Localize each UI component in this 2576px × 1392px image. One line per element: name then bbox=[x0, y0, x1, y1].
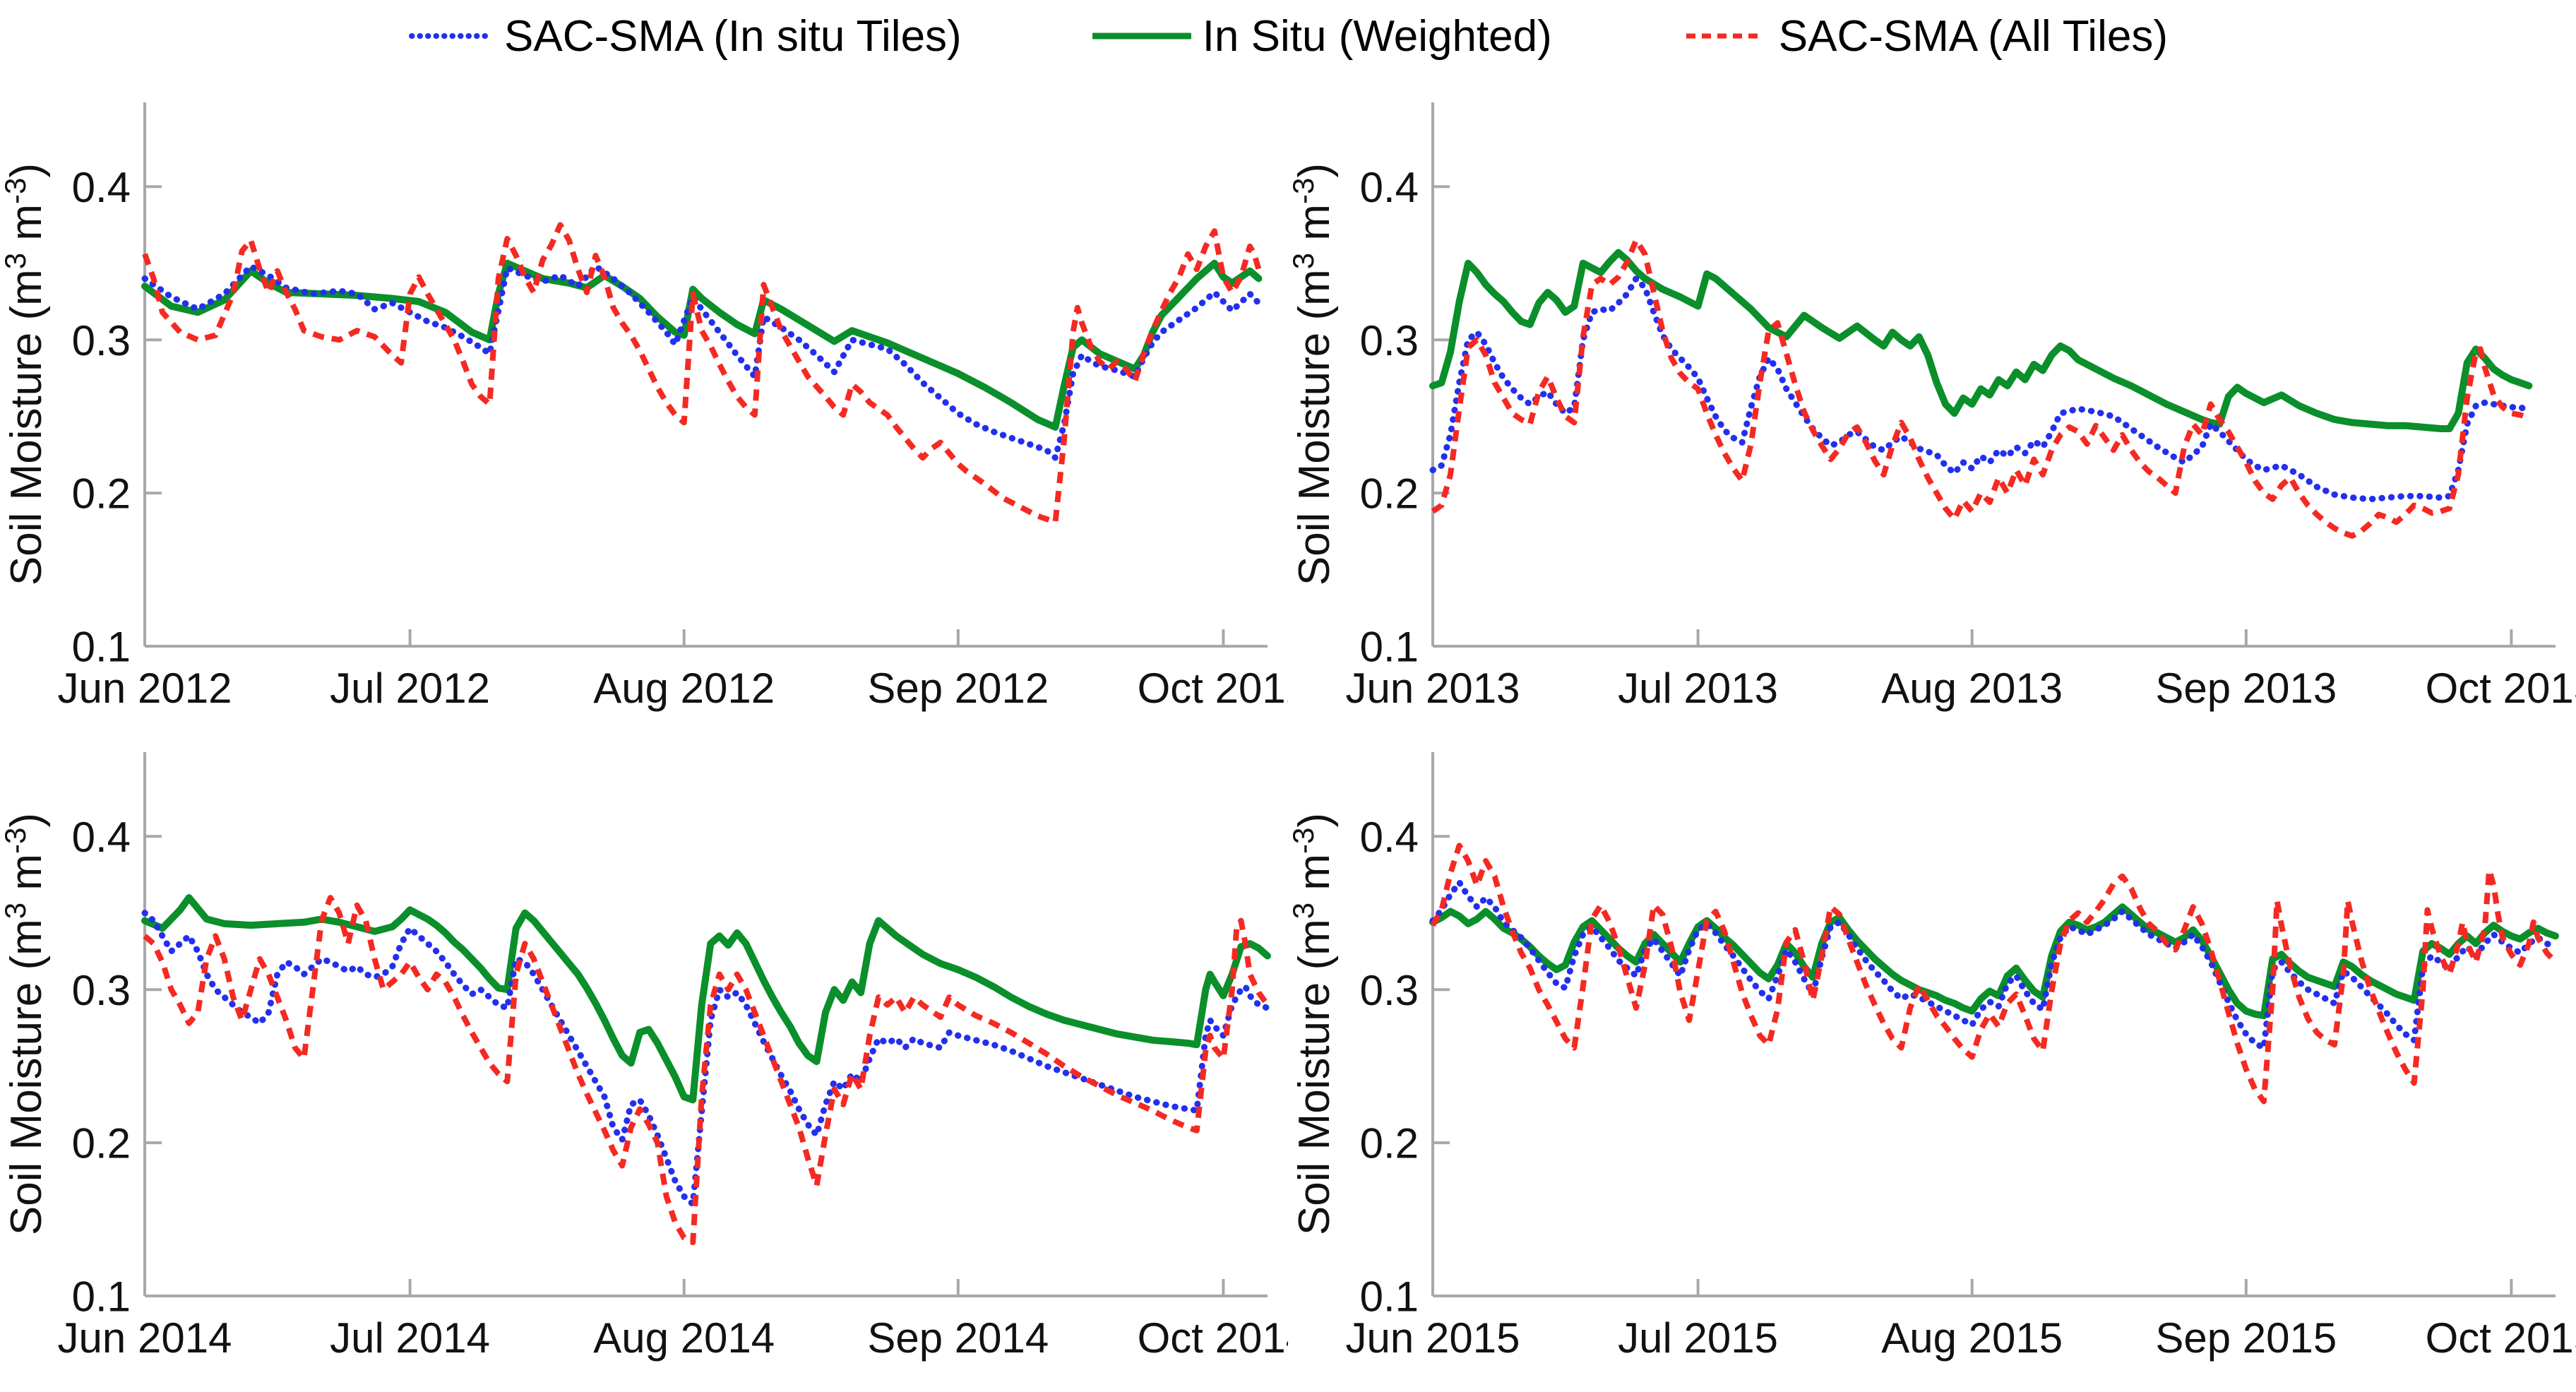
x-tick-label: Jun 2013 bbox=[1346, 665, 1520, 712]
x-tick-label: Sep 2012 bbox=[867, 665, 1049, 712]
blue-dotted-line-icon bbox=[409, 33, 492, 39]
y-tick-label: 0.3 bbox=[1360, 317, 1419, 364]
x-tick-label: Jul 2013 bbox=[1618, 665, 1778, 712]
y-tick-label: 0.4 bbox=[1360, 814, 1419, 861]
y-axis-label: Soil Moisture (m3 m-3) bbox=[0, 813, 51, 1235]
x-tick-label: Sep 2013 bbox=[2155, 665, 2337, 712]
chart-2014: 0.1 0.2 0.3 0.4 Jun 2014 Jul 2014 Aug 2014 Sep … bbox=[0, 752, 1309, 1362]
chart-2015: 0.1 0.2 0.3 0.4 Jun 2015 Jul 2015 Aug 2015 Sep … bbox=[1287, 752, 2576, 1362]
x-tick-label: Aug 2012 bbox=[593, 665, 775, 712]
x-tick-label: Jul 2014 bbox=[330, 1314, 490, 1362]
x-tick-label: Jun 2012 bbox=[58, 665, 232, 712]
legend: SAC-SMA (In situ Tiles) In Situ (Weighte… bbox=[408, 4, 2168, 68]
x-tick-label: Sep 2014 bbox=[867, 1314, 1049, 1362]
y-tick-label: 0.2 bbox=[72, 470, 131, 518]
y-axis-label: Soil Moisture (m3 m-3) bbox=[1288, 813, 1339, 1235]
red-dashed-line-icon bbox=[1686, 33, 1764, 39]
legend-entry-sac-sma-all-tiles: SAC-SMA (All Tiles) bbox=[1683, 11, 2168, 61]
y-tick-label: 0.1 bbox=[1360, 1273, 1419, 1321]
legend-label: SAC-SMA (In situ Tiles) bbox=[504, 11, 962, 61]
series-sac-sma-all-tiles bbox=[142, 222, 1262, 525]
y-tick-label: 0.2 bbox=[72, 1120, 131, 1167]
y-tick-label: 0.4 bbox=[1360, 164, 1419, 211]
legend-label: In Situ (Weighted) bbox=[1202, 11, 1552, 61]
series-sac-sma-all-tiles bbox=[1430, 843, 2558, 1105]
chart-panel-2012: 0.1 0.2 0.3 0.4 Jun 2012 Jul 2012 Aug 2012 Sep … bbox=[0, 60, 1309, 731]
legend-label: SAC-SMA (All Tiles) bbox=[1778, 11, 2168, 61]
series-sac-sma-in-situ-tiles bbox=[141, 910, 1271, 1208]
series-in-situ-weighted bbox=[1429, 249, 2533, 432]
chart-panel-2014: 0.1 0.2 0.3 0.4 Jun 2014 Jul 2014 Aug 2014 Sep … bbox=[0, 710, 1309, 1381]
series-in-situ-weighted bbox=[141, 894, 1271, 1104]
x-tick-label: Oct 2012 bbox=[1138, 665, 1288, 712]
green-solid-line-icon bbox=[1092, 32, 1191, 40]
y-tick-label: 0.3 bbox=[72, 967, 131, 1014]
y-tick-label: 0.4 bbox=[72, 164, 131, 211]
x-tick-label: Jun 2014 bbox=[58, 1314, 232, 1362]
x-tick-label: Aug 2014 bbox=[593, 1314, 775, 1362]
x-tick-label: Jun 2015 bbox=[1346, 1314, 1520, 1362]
x-tick-label: Oct 2013 bbox=[2426, 665, 2576, 712]
x-tick-label: Jul 2015 bbox=[1618, 1314, 1778, 1362]
legend-entry-sac-sma-in-situ-tiles: SAC-SMA (In situ Tiles) bbox=[408, 11, 962, 61]
legend-entry-in-situ-weighted: In Situ (Weighted) bbox=[1092, 11, 1552, 61]
y-tick-label: 0.2 bbox=[1360, 1120, 1419, 1167]
y-tick-label: 0.1 bbox=[72, 1273, 131, 1321]
series-sac-sma-all-tiles bbox=[1431, 237, 2530, 539]
y-tick-label: 0.3 bbox=[72, 317, 131, 364]
y-tick-label: 0.1 bbox=[72, 624, 131, 671]
series-sac-sma-all-tiles bbox=[143, 895, 1270, 1246]
series-in-situ-weighted bbox=[1429, 903, 2559, 1020]
y-tick-label: 0.1 bbox=[1360, 624, 1419, 671]
x-tick-label: Oct 2015 bbox=[2426, 1314, 2576, 1362]
x-tick-label: Jul 2012 bbox=[330, 665, 490, 712]
x-tick-label: Sep 2015 bbox=[2155, 1314, 2337, 1362]
chart-2012: 0.1 0.2 0.3 0.4 Jun 2012 Jul 2012 Aug 2012 Sep … bbox=[0, 102, 1309, 712]
y-tick-label: 0.2 bbox=[1360, 470, 1419, 518]
x-tick-label: Aug 2013 bbox=[1881, 665, 2063, 712]
y-tick-label: 0.4 bbox=[72, 814, 131, 861]
chart-2013: 0.1 0.2 0.3 0.4 Jun 2013 Jul 2013 Aug 2013 Sep … bbox=[1287, 102, 2576, 712]
y-axis-label: Soil Moisture (m3 m-3) bbox=[1288, 163, 1339, 585]
chart-panel-2015: 0.1 0.2 0.3 0.4 Jun 2015 Jul 2015 Aug 2015 Sep … bbox=[1287, 710, 2576, 1381]
x-tick-label: Aug 2015 bbox=[1881, 1314, 2063, 1362]
y-axis-label: Soil Moisture (m3 m-3) bbox=[0, 163, 51, 585]
x-tick-label: Oct 2014 bbox=[1138, 1314, 1288, 1362]
y-tick-label: 0.3 bbox=[1360, 967, 1419, 1014]
series-sac-sma-in-situ-tiles bbox=[1429, 879, 2559, 1052]
chart-panel-2013: 0.1 0.2 0.3 0.4 Jun 2013 Jul 2013 Aug 2013 Sep … bbox=[1287, 60, 2576, 731]
